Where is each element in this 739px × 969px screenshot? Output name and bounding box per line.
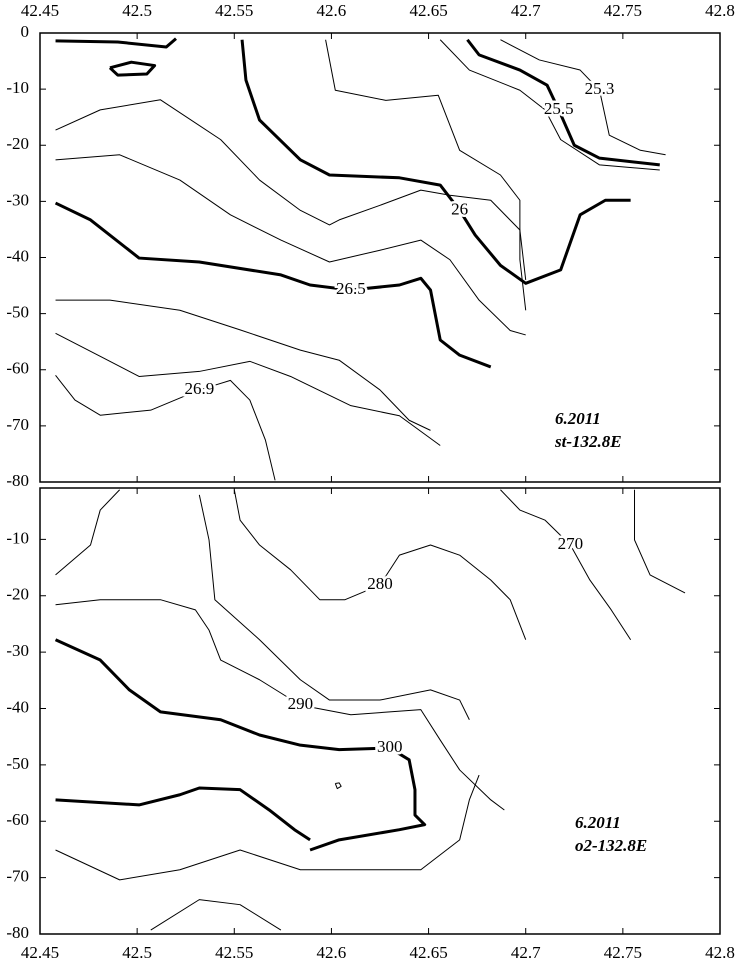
- contour-line: [55, 786, 311, 842]
- contour-line: [55, 375, 276, 481]
- contour-line: [55, 37, 177, 49]
- y-tick-label: -20: [6, 134, 29, 153]
- y-tick-label: -50: [6, 754, 29, 773]
- contour-line: [55, 299, 431, 431]
- x-tick-label: 42.45: [21, 1, 59, 20]
- panel: 42.45 42.5 42.55 42.6 42.65 42.7 42.75 42.8 -10 -…: [6, 487, 735, 962]
- contour-line: [55, 774, 480, 881]
- x-tick-label: 42.8: [705, 1, 735, 20]
- contour-line: [439, 39, 660, 171]
- x-tick-label: 42.7: [511, 1, 541, 20]
- contour-line: [54, 201, 492, 369]
- annotation: st-132.8E: [554, 432, 622, 451]
- contour-label: 25.3: [585, 79, 615, 98]
- x-tick-label: 42.55: [215, 943, 253, 962]
- y-tick-label: -40: [6, 697, 29, 716]
- contour-line: [634, 489, 686, 594]
- plot-frame: [39, 487, 721, 935]
- y-tick-label: -80: [6, 923, 29, 942]
- contour-label: 300: [377, 737, 403, 756]
- contour-label: 25.5: [544, 99, 574, 118]
- contour-label: 280: [367, 574, 393, 593]
- contour-line: [54, 638, 427, 852]
- annotation: 6.2011: [575, 813, 621, 832]
- contour-line: [55, 599, 505, 811]
- y-tick-label: -10: [6, 528, 29, 547]
- x-tick-label: 42.6: [317, 943, 347, 962]
- contours: [54, 489, 686, 931]
- contour-line: [334, 782, 342, 790]
- y-tick-label: -40: [6, 246, 29, 265]
- contour-line: [108, 60, 157, 77]
- x-tick-label: 42.5: [122, 1, 152, 20]
- y-tick-label: 0: [21, 22, 30, 41]
- annotation: 6.2011: [555, 409, 601, 428]
- y-tick-label: -70: [6, 415, 29, 434]
- contour-line: [198, 494, 470, 720]
- x-tick-label: 42.8: [705, 943, 735, 962]
- x-tick-label: 42.65: [409, 1, 447, 20]
- y-tick-label: -10: [6, 78, 29, 97]
- y-tick-label: -30: [6, 190, 29, 209]
- contour-label: 290: [288, 694, 314, 713]
- x-tick-label: 42.65: [409, 943, 447, 962]
- contour-label: 26: [451, 199, 468, 218]
- contour-label: 26.5: [336, 279, 366, 298]
- contour-line: [500, 489, 632, 640]
- contour-line: [500, 39, 666, 156]
- x-tick-label: 42.55: [215, 1, 253, 20]
- x-tick-label: 42.7: [511, 943, 541, 962]
- contour-line: [240, 39, 631, 285]
- x-tick-label: 42.6: [317, 1, 347, 20]
- contours: [54, 37, 666, 481]
- y-tick-label: -50: [6, 303, 29, 322]
- annotation: o2-132.8E: [575, 836, 647, 855]
- y-tick-label: -60: [6, 359, 29, 378]
- x-tick-label: 42.45: [21, 943, 59, 962]
- contour-line: [325, 39, 527, 311]
- contour-line: [150, 899, 282, 931]
- contour-line: [55, 154, 526, 336]
- contour-line: [55, 99, 527, 281]
- contour-line: [55, 489, 121, 576]
- panel: 42.45 42.5 42.55 42.6 42.65 42.7 42.75 42.8 0 -10…: [6, 1, 735, 490]
- y-tick-label: -30: [6, 641, 29, 660]
- x-tick-label: 42.75: [604, 1, 642, 20]
- y-tick-label: -80: [6, 471, 29, 490]
- contour-line: [233, 489, 527, 640]
- x-tick-label: 42.75: [604, 943, 642, 962]
- x-tick-label: 42.5: [122, 943, 152, 962]
- y-tick-label: -70: [6, 867, 29, 886]
- contour-line: [55, 332, 441, 446]
- contour-line: [466, 38, 660, 167]
- contour-label: 26.9: [184, 379, 214, 398]
- y-tick-label: -20: [6, 585, 29, 604]
- contour-label: 270: [558, 534, 584, 553]
- y-tick-label: -60: [6, 810, 29, 829]
